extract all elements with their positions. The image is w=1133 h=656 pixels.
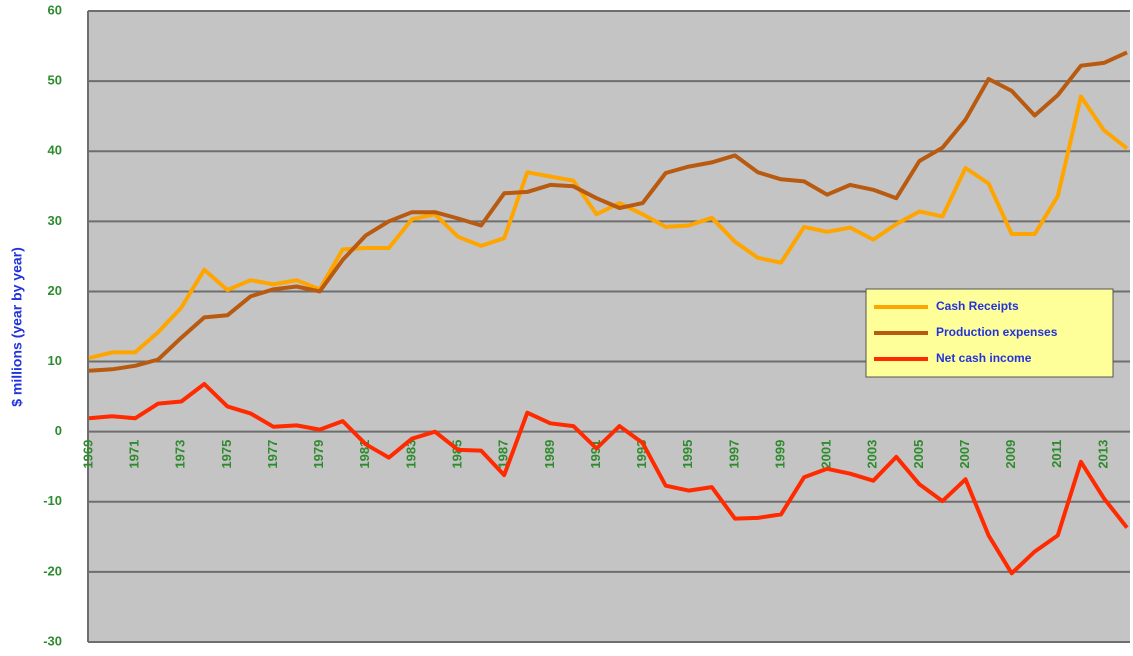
y-tick-label: -30: [43, 633, 62, 648]
x-tick-label: 1979: [311, 440, 326, 469]
y-axis-label: $ millions (year by year): [9, 247, 25, 407]
y-tick-label: 30: [48, 213, 62, 228]
legend-label: Production expenses: [936, 325, 1058, 339]
y-tick-label: -20: [43, 563, 62, 578]
x-tick-label: 1999: [772, 440, 787, 469]
y-tick-label: 20: [48, 283, 62, 298]
x-tick-label: 2003: [865, 440, 880, 469]
y-tick-label: 60: [48, 2, 62, 17]
x-tick-label: 1995: [680, 440, 695, 469]
y-tick-label: 10: [48, 353, 62, 368]
series-line: [88, 50, 1128, 373]
x-tick-label: 1973: [173, 440, 188, 469]
x-tick-label: 2007: [957, 440, 972, 469]
x-tick-label: 1987: [496, 440, 511, 469]
y-tick-label: 50: [48, 73, 62, 88]
y-tick-label: 0: [55, 423, 62, 438]
x-tick-label: 1997: [726, 440, 741, 469]
series-line: [88, 94, 1129, 361]
x-tick-label: 1969: [80, 440, 95, 469]
series-line: [88, 382, 1129, 576]
x-tick-label: 2011: [1049, 440, 1064, 468]
x-tick-label: 2013: [1095, 440, 1110, 469]
x-tick-label: 1989: [542, 440, 557, 469]
x-tick-label: 2009: [1003, 440, 1018, 469]
x-tick-label: 2001: [819, 440, 834, 469]
x-tick-label: 1983: [403, 440, 418, 469]
x-tick-label: 1977: [265, 440, 280, 469]
y-tick-label: -10: [43, 493, 62, 508]
x-tick-label: 1975: [219, 440, 234, 469]
y-tick-label: 40: [48, 143, 62, 158]
x-tick-label: 2005: [911, 440, 926, 469]
legend-label: Net cash income: [936, 351, 1032, 365]
legend-label: Cash Receipts: [936, 299, 1019, 313]
x-tick-label: 1971: [127, 440, 142, 469]
